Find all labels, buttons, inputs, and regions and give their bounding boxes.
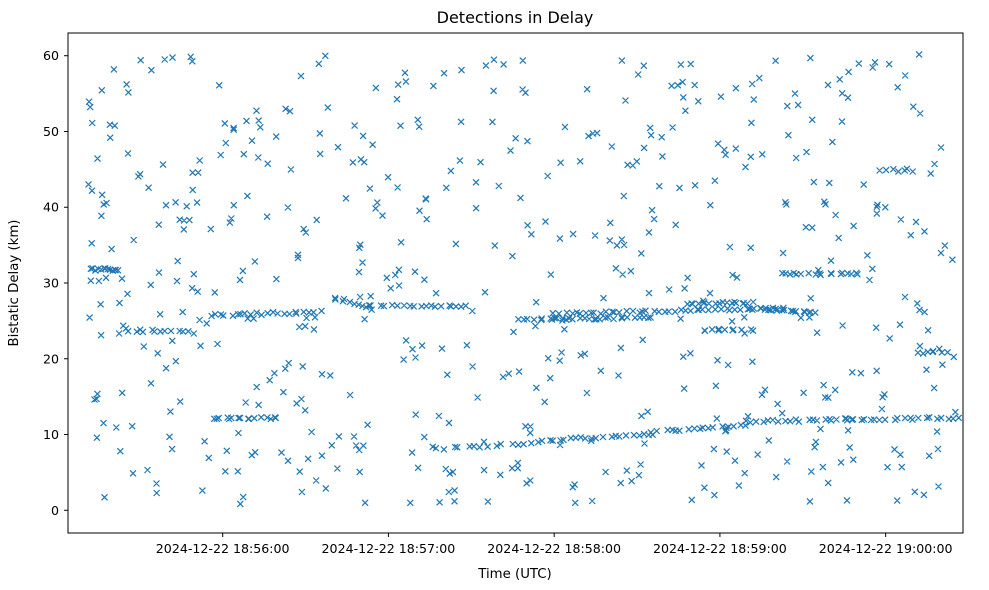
chart-title: Detections in Delay (437, 8, 594, 27)
x-tick-label: 2024-12-22 18:58:00 (487, 541, 621, 556)
x-tick-label: 2024-12-22 19:00:00 (819, 541, 953, 556)
y-tick-label: 0 (51, 503, 59, 518)
y-tick-label: 60 (43, 48, 59, 63)
y-tick-label: 30 (43, 276, 59, 291)
y-tick-label: 50 (43, 124, 59, 139)
y-tick-label: 10 (43, 427, 59, 442)
detection-markers (85, 50, 963, 508)
scatter-points (85, 50, 963, 508)
y-axis-label: Bistatic Delay (km) (7, 220, 22, 347)
y-tick-label: 40 (43, 200, 59, 215)
x-axis-label: Time (UTC) (477, 567, 552, 582)
x-tick-label: 2024-12-22 18:57:00 (322, 541, 456, 556)
y-tick-label: 20 (43, 351, 59, 366)
y-axis-ticks: 0 10 20 30 40 50 60 (43, 48, 68, 518)
plot-area (67, 32, 964, 534)
x-tick-label: 2024-12-22 18:56:00 (156, 541, 290, 556)
x-axis-ticks: 2024-12-22 18:56:00 2024-12-22 18:57:00 20… (156, 533, 953, 556)
x-tick-label: 2024-12-22 18:59:00 (653, 541, 787, 556)
